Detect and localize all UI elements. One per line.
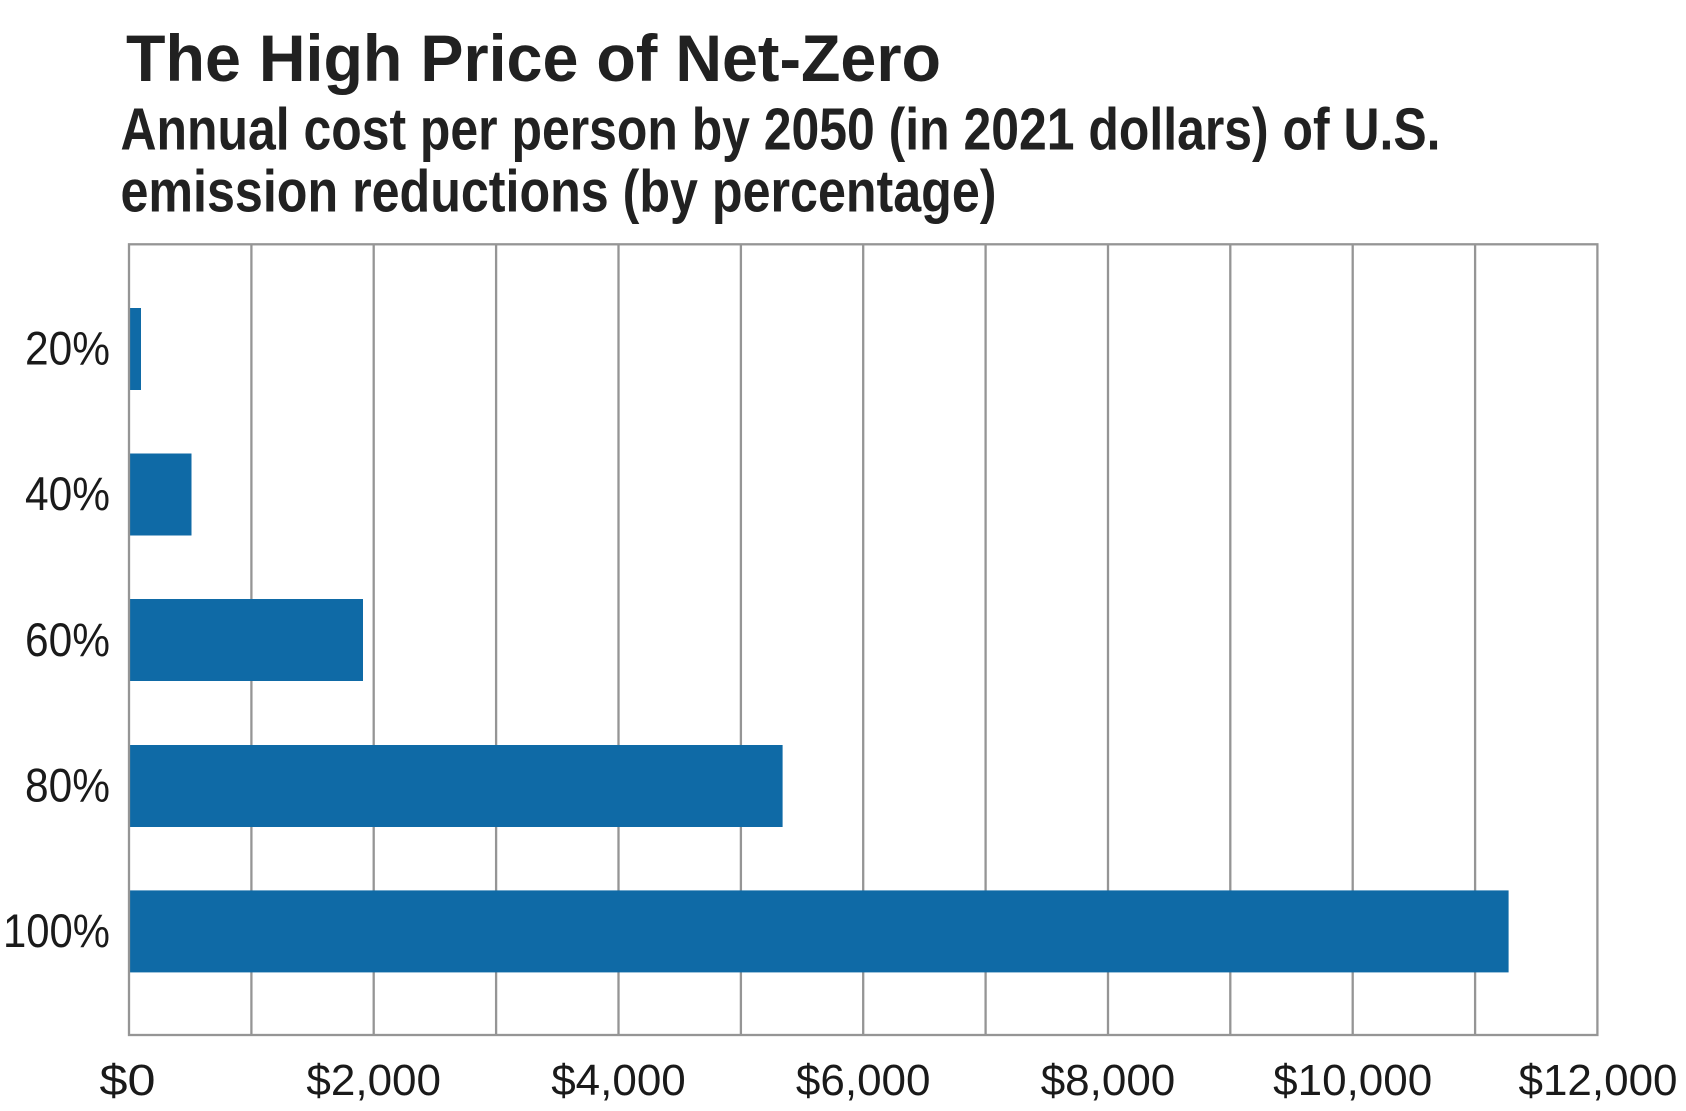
- svg-text:Annual cost per person by 2050: Annual cost per person by 2050 (in 2021 …: [121, 96, 1441, 162]
- svg-text:$2,000: $2,000: [306, 1056, 441, 1105]
- svg-text:80%: 80%: [25, 759, 110, 812]
- svg-text:$8,000: $8,000: [1041, 1056, 1176, 1105]
- svg-text:60%: 60%: [25, 613, 110, 666]
- svg-text:emission reductions (by percen: emission reductions (by percentage): [121, 158, 997, 224]
- svg-text:20%: 20%: [25, 321, 110, 374]
- svg-text:$4,000: $4,000: [551, 1056, 686, 1105]
- svg-text:40%: 40%: [25, 467, 110, 520]
- svg-text:100%: 100%: [3, 904, 110, 957]
- svg-text:$12,000: $12,000: [1518, 1056, 1677, 1105]
- svg-text:$6,000: $6,000: [796, 1056, 931, 1105]
- svg-text:The High Price of Net-Zero: The High Price of Net-Zero: [126, 21, 941, 95]
- svg-text:$0: $0: [100, 1056, 156, 1105]
- svg-text:$10,000: $10,000: [1273, 1056, 1432, 1105]
